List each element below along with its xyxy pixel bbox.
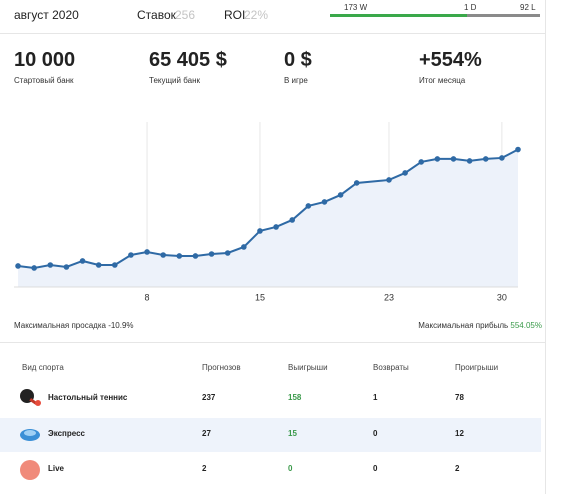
- cell: 0: [373, 464, 378, 473]
- period: август 2020: [14, 8, 79, 22]
- point: [289, 217, 296, 223]
- wins-segment: [330, 14, 467, 17]
- sport-name: Экспресс: [48, 429, 85, 438]
- divider: [0, 342, 546, 343]
- point: [466, 158, 473, 164]
- point: [144, 249, 150, 255]
- point: [79, 258, 86, 264]
- cell: 27: [202, 429, 211, 438]
- drawdown: Максимальная просадка -10.9%: [14, 321, 134, 330]
- col-header: Прогнозов: [202, 363, 241, 372]
- cell: 1: [373, 393, 378, 402]
- point: [386, 177, 392, 183]
- point: [434, 156, 441, 162]
- cell: 15: [288, 429, 297, 438]
- point: [192, 253, 199, 259]
- drawdown-label: Максимальная просадка: [14, 321, 106, 330]
- cell: 78: [455, 393, 464, 402]
- point: [321, 199, 328, 205]
- point: [241, 244, 247, 250]
- sport-name: Live: [48, 464, 65, 473]
- point: [208, 251, 215, 257]
- draws: 1 D: [464, 3, 477, 12]
- point: [176, 253, 183, 259]
- col-header: Вид спорта: [22, 363, 64, 372]
- drawdown-value: -10.9%: [108, 321, 134, 330]
- point: [128, 252, 134, 258]
- point: [337, 192, 344, 198]
- losses: 92 L: [520, 3, 536, 12]
- col-header: Выигрыши: [288, 363, 328, 372]
- point: [450, 156, 457, 162]
- point: [47, 262, 54, 268]
- point: [515, 146, 521, 153]
- border: [545, 0, 546, 494]
- point: [257, 228, 263, 234]
- point: [15, 263, 21, 269]
- x-tick-label: 15: [255, 292, 265, 302]
- chart: 8 15 23 30: [14, 122, 521, 302]
- stat-value: 0 $: [284, 49, 312, 71]
- sport-name: Настольный теннис: [48, 393, 128, 402]
- tennis-icon: [20, 389, 41, 406]
- point: [499, 155, 505, 161]
- cell: 0: [373, 429, 378, 438]
- cell: 158: [288, 393, 302, 402]
- express-icon: [20, 429, 40, 441]
- point: [160, 252, 166, 258]
- col-header: Возвраты: [373, 363, 409, 372]
- stat-label: В игре: [284, 76, 308, 85]
- x-tick-label: 30: [497, 292, 507, 302]
- point: [482, 156, 489, 162]
- profit: Максимальная прибыль 554.05%: [418, 321, 542, 330]
- point: [402, 170, 408, 176]
- roi-value: 22%: [244, 8, 269, 22]
- col-header: Проигрыши: [455, 363, 499, 372]
- point: [95, 262, 102, 268]
- area: [18, 149, 518, 287]
- stat-label: Текущий банк: [149, 76, 200, 85]
- point: [418, 159, 425, 165]
- point: [31, 265, 37, 271]
- point: [112, 262, 118, 268]
- stat-label: Стартовый банк: [14, 76, 74, 85]
- cell: 237: [202, 393, 216, 402]
- cell: 2: [202, 464, 207, 473]
- cell: 0: [288, 464, 293, 473]
- point: [353, 180, 360, 186]
- point: [305, 203, 312, 209]
- cell: 2: [455, 464, 460, 473]
- bets-label: Ставок: [137, 8, 176, 22]
- cell: 12: [455, 429, 464, 438]
- stat-value: +554%: [419, 49, 482, 71]
- stat-value: 10 000: [14, 49, 76, 71]
- wins: 173 W: [344, 3, 368, 12]
- x-tick-label: 23: [384, 292, 394, 302]
- profit-label: Максимальная прибыль: [418, 321, 509, 330]
- profit-value: 554.05%: [510, 321, 542, 330]
- record-bar: [330, 14, 540, 17]
- point: [224, 250, 231, 256]
- bets-value: 256: [175, 8, 196, 22]
- live-icon: [20, 460, 40, 480]
- x-tick-label: 8: [145, 292, 150, 302]
- stat-label: Итог месяца: [419, 76, 466, 85]
- row-highlight: [0, 418, 541, 452]
- roi-label: ROI: [224, 8, 246, 22]
- stat-value: 65 405 $: [149, 49, 227, 71]
- point: [273, 224, 279, 230]
- point: [63, 264, 70, 270]
- divider: [0, 33, 546, 34]
